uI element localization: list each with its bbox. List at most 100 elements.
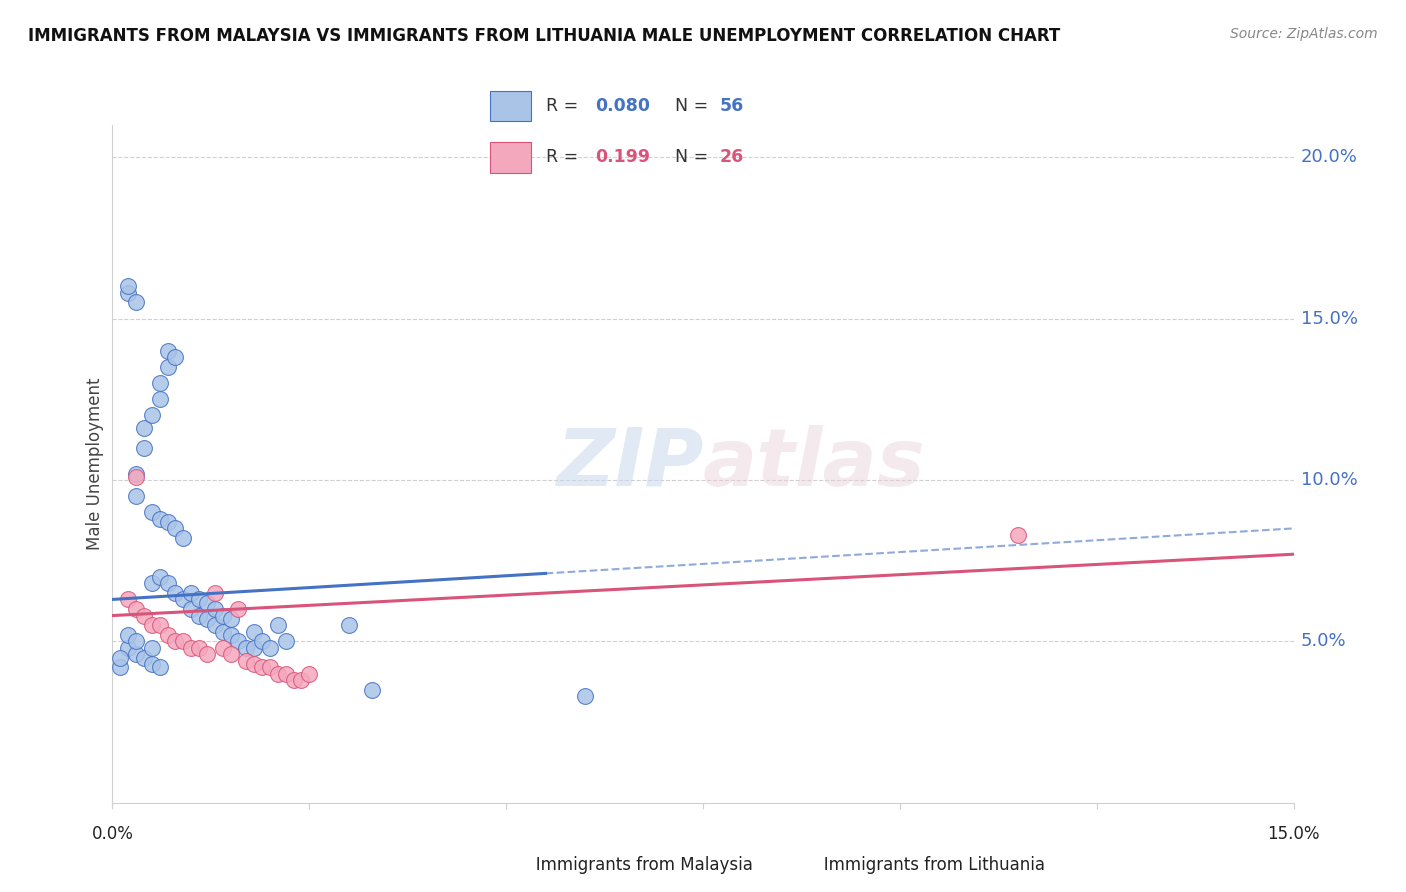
Point (141, 657, 163, 671)
Point (117, 592, 139, 607)
Point (172, 592, 194, 607)
Point (156, 343, 179, 358)
Text: Immigrants from Lithuania: Immigrants from Lithuania (808, 856, 1046, 874)
Point (149, 618, 172, 632)
Point (204, 586, 226, 600)
Point (259, 660, 281, 674)
Text: 20.0%: 20.0% (1301, 148, 1357, 166)
Point (125, 467, 148, 481)
Point (141, 409, 163, 423)
Text: 0.0%: 0.0% (91, 825, 134, 843)
Point (141, 640, 163, 655)
Point (165, 634, 187, 648)
Point (125, 602, 148, 616)
Text: 5.0%: 5.0% (1301, 632, 1346, 650)
Point (149, 570, 172, 584)
Text: IMMIGRANTS FROM MALAYSIA VS IMMIGRANTS FROM LITHUANIA MALE UNEMPLOYMENT CORRELAT: IMMIGRANTS FROM MALAYSIA VS IMMIGRANTS F… (28, 27, 1060, 45)
Point (125, 648, 148, 662)
Point (117, 628, 139, 642)
Point (125, 489, 148, 503)
Bar (491, 142, 530, 173)
Point (211, 608, 233, 623)
Bar (491, 91, 530, 121)
Text: 0.080: 0.080 (596, 97, 651, 115)
Point (125, 295, 148, 310)
Point (156, 628, 179, 642)
Point (165, 351, 187, 365)
Point (243, 624, 266, 639)
Point (141, 505, 163, 519)
Text: R =: R = (546, 97, 583, 115)
Point (235, 640, 257, 655)
Point (132, 441, 155, 455)
Point (267, 618, 290, 632)
Point (125, 469, 148, 483)
Point (149, 376, 172, 391)
Text: 0.199: 0.199 (596, 148, 651, 166)
Point (180, 586, 202, 600)
Text: ZIP: ZIP (555, 425, 703, 503)
Point (117, 279, 139, 293)
Point (172, 634, 194, 648)
Text: R =: R = (546, 148, 583, 166)
Point (243, 657, 266, 671)
Text: 15.0%: 15.0% (1301, 310, 1358, 327)
Point (274, 666, 297, 681)
Point (274, 634, 297, 648)
Point (132, 650, 155, 665)
Point (188, 608, 211, 623)
Point (298, 666, 321, 681)
Point (117, 285, 139, 300)
Point (1007, 528, 1029, 542)
Y-axis label: Male Unemployment: Male Unemployment (86, 377, 104, 550)
Text: 56: 56 (720, 97, 744, 115)
Point (235, 654, 257, 668)
Point (165, 586, 187, 600)
Point (132, 608, 155, 623)
Point (149, 392, 172, 407)
Point (228, 634, 250, 648)
Point (211, 624, 233, 639)
Point (165, 521, 187, 535)
Point (219, 612, 242, 626)
Point (204, 602, 226, 616)
Text: N =: N = (664, 148, 713, 166)
Point (141, 618, 163, 632)
Point (132, 421, 155, 435)
Point (180, 640, 202, 655)
Point (267, 666, 290, 681)
Point (156, 359, 179, 374)
Point (290, 673, 312, 687)
Point (141, 576, 163, 591)
Point (204, 618, 226, 632)
Text: Immigrants from Malaysia: Immigrants from Malaysia (520, 856, 754, 874)
Point (283, 673, 305, 687)
Point (337, 618, 360, 632)
Point (574, 690, 596, 704)
Point (110, 660, 132, 674)
Point (110, 650, 132, 665)
Point (195, 612, 218, 626)
Point (125, 634, 148, 648)
Point (195, 648, 218, 662)
Text: 10.0%: 10.0% (1301, 471, 1357, 489)
Point (188, 640, 211, 655)
Text: Source: ZipAtlas.com: Source: ZipAtlas.com (1230, 27, 1378, 41)
Point (117, 640, 139, 655)
Point (149, 512, 172, 526)
Point (211, 640, 233, 655)
Point (219, 648, 242, 662)
Point (361, 682, 384, 697)
Text: atlas: atlas (703, 425, 925, 503)
Point (149, 660, 172, 674)
Point (259, 640, 281, 655)
Point (156, 515, 179, 529)
Point (172, 531, 194, 545)
Point (195, 596, 218, 610)
Text: 15.0%: 15.0% (1267, 825, 1320, 843)
Point (156, 576, 179, 591)
Point (228, 602, 250, 616)
Point (180, 602, 202, 616)
Point (243, 640, 266, 655)
Point (250, 660, 273, 674)
